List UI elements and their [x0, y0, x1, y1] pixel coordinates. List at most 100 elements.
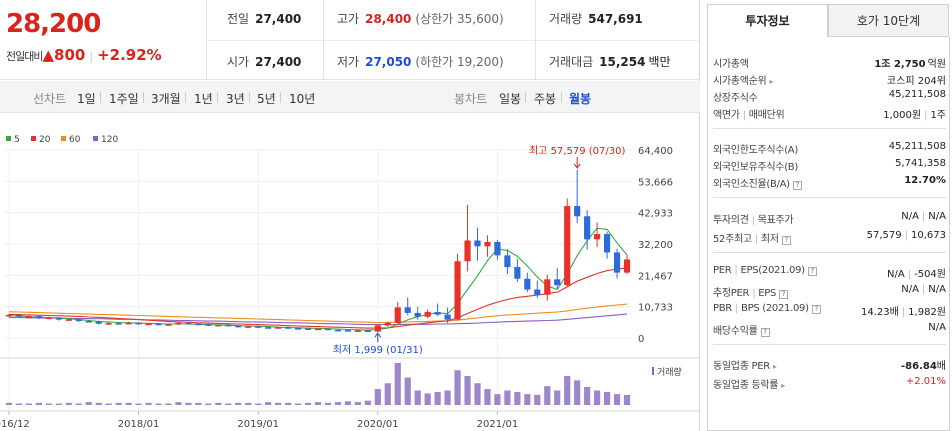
candle[interactable]: [215, 324, 222, 327]
candle[interactable]: [484, 235, 491, 257]
candle-monthly[interactable]: 월봉: [569, 92, 592, 106]
candle[interactable]: [225, 323, 232, 327]
volume-bar: [584, 386, 591, 405]
period-3y[interactable]: 3년: [226, 92, 245, 106]
chevron-right-icon[interactable]: ▸: [769, 77, 774, 86]
candle[interactable]: [304, 327, 312, 330]
candle[interactable]: [195, 322, 202, 326]
candle[interactable]: [85, 319, 92, 323]
help-icon[interactable]: ?: [781, 236, 791, 245]
candle[interactable]: [613, 248, 621, 279]
candle[interactable]: [165, 323, 172, 326]
y-tick-label: 10,733: [638, 303, 673, 314]
candle[interactable]: [414, 306, 421, 320]
candle[interactable]: [464, 204, 471, 272]
candle[interactable]: [115, 322, 122, 325]
candle[interactable]: [514, 258, 521, 282]
volume-bar: [35, 402, 42, 405]
help-icon[interactable]: ?: [792, 181, 802, 190]
candle[interactable]: [145, 322, 152, 326]
candle[interactable]: [35, 315, 42, 320]
candle[interactable]: [175, 321, 182, 326]
candle[interactable]: [235, 325, 242, 328]
candle-chart-tab[interactable]: 봉차트: [454, 92, 488, 106]
candle[interactable]: [255, 325, 262, 328]
candle[interactable]: [314, 328, 322, 331]
candle[interactable]: [594, 222, 601, 247]
candle[interactable]: [65, 318, 72, 321]
help-icon[interactable]: ?: [760, 328, 770, 337]
candle[interactable]: [95, 320, 102, 325]
industry-rate-amount: +2.01%: [905, 376, 946, 387]
candle[interactable]: [285, 326, 292, 329]
candle[interactable]: [524, 272, 531, 292]
candle[interactable]: [275, 326, 282, 329]
candle-daily[interactable]: 일봉: [499, 92, 522, 106]
candle[interactable]: [105, 322, 112, 325]
candle[interactable]: [265, 326, 272, 329]
candle[interactable]: [534, 280, 541, 298]
candle-weekly[interactable]: 주봉: [534, 92, 557, 106]
candle[interactable]: [25, 315, 33, 319]
candle[interactable]: [603, 231, 611, 259]
period-1y[interactable]: 1년: [194, 92, 213, 106]
candle[interactable]: [494, 239, 501, 260]
par-amount: 1,000원: [883, 110, 922, 121]
per-label-text: PER: [713, 265, 732, 276]
candle[interactable]: [394, 301, 401, 324]
candle[interactable]: [294, 326, 302, 330]
candle[interactable]: [75, 318, 82, 322]
candle[interactable]: [364, 329, 371, 333]
candle[interactable]: [404, 297, 411, 316]
candle[interactable]: [444, 307, 451, 324]
section-divider: [713, 128, 946, 129]
candle[interactable]: [554, 268, 561, 289]
tab-investment-info[interactable]: 투자정보: [707, 4, 828, 37]
period-1w[interactable]: 1주일: [109, 92, 139, 106]
candle[interactable]: [584, 210, 591, 250]
candle[interactable]: [623, 255, 631, 275]
price-box: 28,200 전일대비▲800 | +2.92%: [0, 0, 207, 80]
candle[interactable]: [205, 323, 212, 327]
line-chart-tab[interactable]: 선차트: [33, 92, 67, 106]
candle[interactable]: [5, 313, 13, 317]
candle[interactable]: [185, 321, 192, 325]
period-10y[interactable]: 10년: [289, 92, 316, 106]
chevron-right-icon[interactable]: ▸: [781, 381, 785, 390]
candle[interactable]: [384, 321, 391, 327]
price-chart[interactable]: 거래량 64,400 53,666 42,933 32,200 21,467 10,733…: [0, 113, 699, 431]
volume-bar: [135, 403, 142, 405]
candle[interactable]: [564, 198, 571, 287]
candle[interactable]: [544, 274, 551, 301]
candle[interactable]: [45, 316, 52, 320]
candle[interactable]: [15, 314, 23, 318]
candle[interactable]: [55, 316, 62, 321]
candle[interactable]: [504, 249, 511, 275]
candle[interactable]: [374, 323, 381, 333]
info-tabs: 투자정보 호가 10단계: [707, 4, 950, 37]
candle[interactable]: [454, 253, 461, 321]
candle[interactable]: [125, 321, 132, 325]
period-5y[interactable]: 5년: [257, 92, 276, 106]
period-divider: [280, 92, 281, 103]
candle[interactable]: [434, 303, 441, 317]
candle[interactable]: [574, 169, 581, 223]
volume-bar: [554, 390, 561, 405]
candle[interactable]: [135, 322, 142, 325]
candle[interactable]: [354, 329, 361, 332]
candle[interactable]: [334, 328, 342, 332]
period-3m[interactable]: 3개월: [151, 92, 181, 106]
help-icon[interactable]: ?: [807, 267, 817, 276]
candle[interactable]: [344, 329, 351, 332]
candle[interactable]: [474, 227, 481, 261]
candle[interactable]: [155, 323, 162, 326]
candle[interactable]: [245, 325, 252, 329]
industry-per-label: 동일업종 PER ▸: [713, 357, 777, 372]
tab-orderbook[interactable]: 호가 10단계: [828, 4, 949, 37]
help-icon[interactable]: ?: [811, 305, 821, 314]
candle[interactable]: [424, 309, 431, 319]
chevron-right-icon[interactable]: ▸: [772, 362, 777, 371]
help-icon[interactable]: ?: [779, 290, 789, 299]
period-1d[interactable]: 1일: [77, 92, 96, 106]
candle[interactable]: [324, 328, 332, 331]
